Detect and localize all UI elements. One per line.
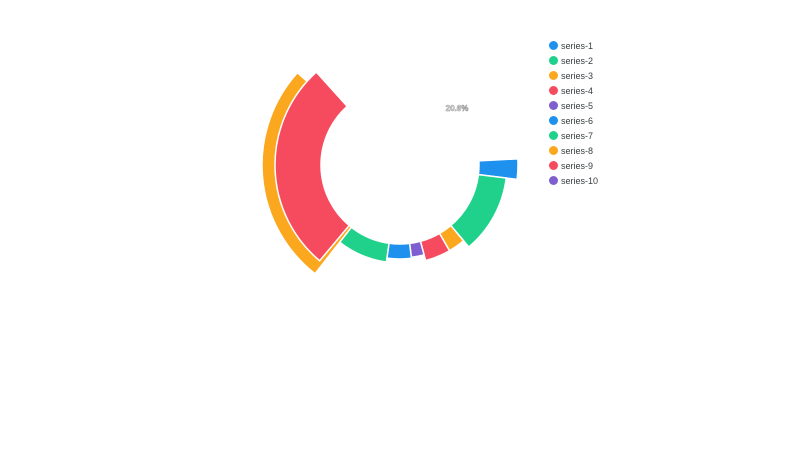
legend-label: series-6 [561,115,594,126]
legend-marker [549,56,558,65]
data-label-series-9: 12.7% [419,63,442,72]
legend-label: series-5 [561,100,594,111]
legend-item-series-5[interactable]: series-5 [549,98,598,113]
legend-label: series-10 [561,175,599,186]
slices-layer [261,71,519,275]
legend-marker [549,176,558,185]
data-label-series-6: 6.5% [360,224,378,233]
legend-item-series-2[interactable]: series-2 [549,53,598,68]
legend-marker [549,71,558,80]
legend-label: series-9 [561,160,594,171]
legend-label: series-4 [561,85,594,96]
legend-label: series-8 [561,145,594,156]
legend-item-series-9[interactable]: series-9 [549,158,598,173]
legend-label: series-2 [561,55,594,66]
data-label-floating: 20.6% [446,104,469,113]
legend: series-1 series-2 series-3 series-4 series-5… [549,38,598,188]
legend-item-series-6[interactable]: series-6 [549,113,598,128]
data-label-series-2: 20.4% [440,173,463,182]
data-label-series-8: 11.6% [382,43,404,52]
slice-series-6[interactable] [386,242,413,260]
legend-item-series-7[interactable]: series-7 [549,128,598,143]
legend-item-series-1[interactable]: series-1 [549,38,598,53]
legend-marker [549,86,558,95]
legend-label: series-7 [561,130,594,141]
legend-item-series-3[interactable]: series-3 [549,68,598,83]
legend-marker [549,146,558,155]
data-label-series-4: 10.4% [397,215,420,224]
legend-marker [549,101,558,110]
labels-layer: 20.4% 5.8% 10.4% 6.5% 11.6% 12.7% 20.6% [360,43,469,233]
legend-label: series-3 [561,70,594,81]
legend-marker [549,131,558,140]
legend-item-series-10[interactable]: series-10 [549,173,598,188]
data-label-series-3: 5.8% [418,203,436,212]
slice-series-9[interactable] [274,71,351,262]
legend-label: series-1 [561,40,594,51]
legend-marker [549,116,558,125]
legend-item-series-8[interactable]: series-8 [549,143,598,158]
legend-item-series-4[interactable]: series-4 [549,83,598,98]
legend-marker [549,41,558,50]
legend-marker [549,161,558,170]
